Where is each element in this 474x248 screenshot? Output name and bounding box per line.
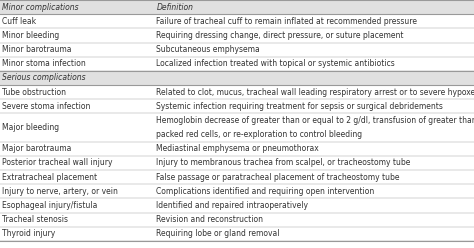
Text: Minor barotrauma: Minor barotrauma [2,45,72,54]
Text: Hemoglobin decrease of greater than or equal to 2 g/dl, transfusion of greater t: Hemoglobin decrease of greater than or e… [156,116,474,125]
Text: False passage or paratracheal placement of tracheostomy tube: False passage or paratracheal placement … [156,173,400,182]
Text: Localized infection treated with topical or systemic antibiotics: Localized infection treated with topical… [156,59,395,68]
Text: Esophageal injury/fistula: Esophageal injury/fistula [2,201,98,210]
Text: Cuff leak: Cuff leak [2,17,36,26]
Text: Complications identified and requiring open intervention: Complications identified and requiring o… [156,187,374,196]
Text: Posterior tracheal wall injury: Posterior tracheal wall injury [2,158,113,167]
Text: Minor stoma infection: Minor stoma infection [2,59,86,68]
Text: Severe stoma infection: Severe stoma infection [2,102,91,111]
Text: Tracheal stenosis: Tracheal stenosis [2,215,68,224]
Text: Related to clot, mucus, tracheal wall leading respiratory arrest or to severe hy: Related to clot, mucus, tracheal wall le… [156,88,474,97]
Text: Injury to membranous trachea from scalpel, or tracheostomy tube: Injury to membranous trachea from scalpe… [156,158,411,167]
Text: Tube obstruction: Tube obstruction [2,88,66,97]
Text: Major barotrauma: Major barotrauma [2,144,72,153]
Text: packed red cells, or re-exploration to control bleeding: packed red cells, or re-exploration to c… [156,130,363,139]
Text: Minor bleeding: Minor bleeding [2,31,60,40]
Text: Serious complications: Serious complications [2,73,86,82]
Text: Injury to nerve, artery, or vein: Injury to nerve, artery, or vein [2,187,118,196]
Text: Failure of tracheal cuff to remain inflated at recommended pressure: Failure of tracheal cuff to remain infla… [156,17,418,26]
Text: Requiring lobe or gland removal: Requiring lobe or gland removal [156,229,280,238]
Bar [0,71,474,85]
Text: Definition: Definition [156,2,193,12]
Text: Thyroid injury: Thyroid injury [2,229,55,238]
Text: Mediastinal emphysema or pneumothorax: Mediastinal emphysema or pneumothorax [156,144,319,153]
Text: Major bleeding: Major bleeding [2,123,60,132]
Text: Identified and repaired intraoperatively: Identified and repaired intraoperatively [156,201,309,210]
Text: Requiring dressing change, direct pressure, or suture placement: Requiring dressing change, direct pressu… [156,31,404,40]
Text: Minor complications: Minor complications [2,2,79,12]
Text: Extratracheal placement: Extratracheal placement [2,173,98,182]
Text: Subcutaneous emphysema: Subcutaneous emphysema [156,45,260,54]
Text: Revision and reconstruction: Revision and reconstruction [156,215,264,224]
Text: Systemic infection requiring treatment for sepsis or surgical debridements: Systemic infection requiring treatment f… [156,102,443,111]
Bar [0,0,474,14]
